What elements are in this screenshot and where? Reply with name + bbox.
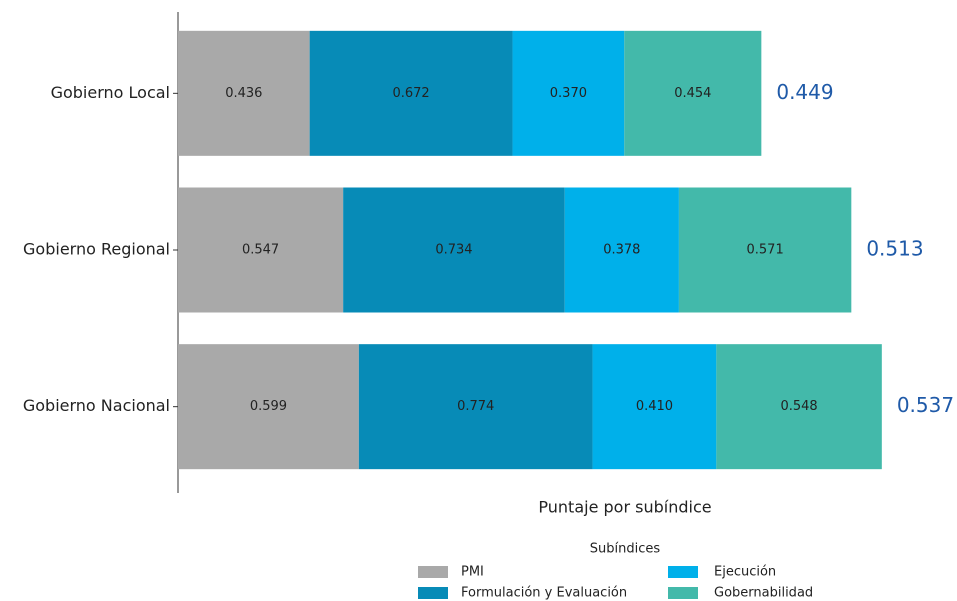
total-label: 0.449	[776, 80, 833, 104]
bar-value-label: 0.436	[225, 86, 262, 101]
legend-swatch	[668, 587, 698, 599]
bar-value-label: 0.734	[435, 243, 472, 258]
y-tick-label: Gobierno Nacional	[23, 396, 170, 415]
bar-segment	[343, 187, 565, 313]
legend-swatch	[418, 587, 448, 599]
bar-segment	[564, 187, 679, 313]
bar-value-label: 0.410	[636, 399, 673, 414]
bar-segment	[716, 344, 882, 470]
legend-label: Ejecución	[714, 565, 776, 580]
bar-value-label: 0.547	[242, 243, 279, 258]
bar-segment	[309, 30, 513, 156]
bar-value-label: 0.672	[392, 86, 429, 101]
total-label: 0.513	[866, 237, 923, 261]
legend-title: Subíndices	[590, 542, 661, 557]
bar-segment	[178, 344, 359, 470]
bar-segment	[678, 187, 852, 313]
legend-swatch	[668, 566, 698, 578]
bar-value-label: 0.774	[457, 399, 494, 414]
total-label: 0.537	[897, 393, 954, 417]
legend-swatch	[418, 566, 448, 578]
y-tick-label: Gobierno Regional	[23, 240, 170, 259]
bar-value-label: 0.571	[747, 243, 784, 258]
bar-segment	[592, 344, 717, 470]
bar-segment	[358, 344, 593, 470]
bar-value-label: 0.454	[674, 86, 711, 101]
x-axis-label: Puntaje por subíndice	[538, 498, 711, 517]
bar-segment	[512, 30, 625, 156]
bar-segment	[624, 30, 762, 156]
bar-value-label: 0.548	[780, 399, 817, 414]
y-tick-label: Gobierno Local	[51, 83, 170, 102]
bar-segment	[178, 30, 310, 156]
legend-label: Formulación y Evaluación	[461, 586, 627, 601]
legend-label: Gobernabilidad	[714, 586, 813, 601]
bar-value-label: 0.370	[550, 86, 587, 101]
bar-segment	[178, 187, 344, 313]
bar-value-label: 0.378	[603, 243, 640, 258]
legend-label: PMI	[461, 565, 484, 580]
bar-value-label: 0.599	[250, 399, 287, 414]
